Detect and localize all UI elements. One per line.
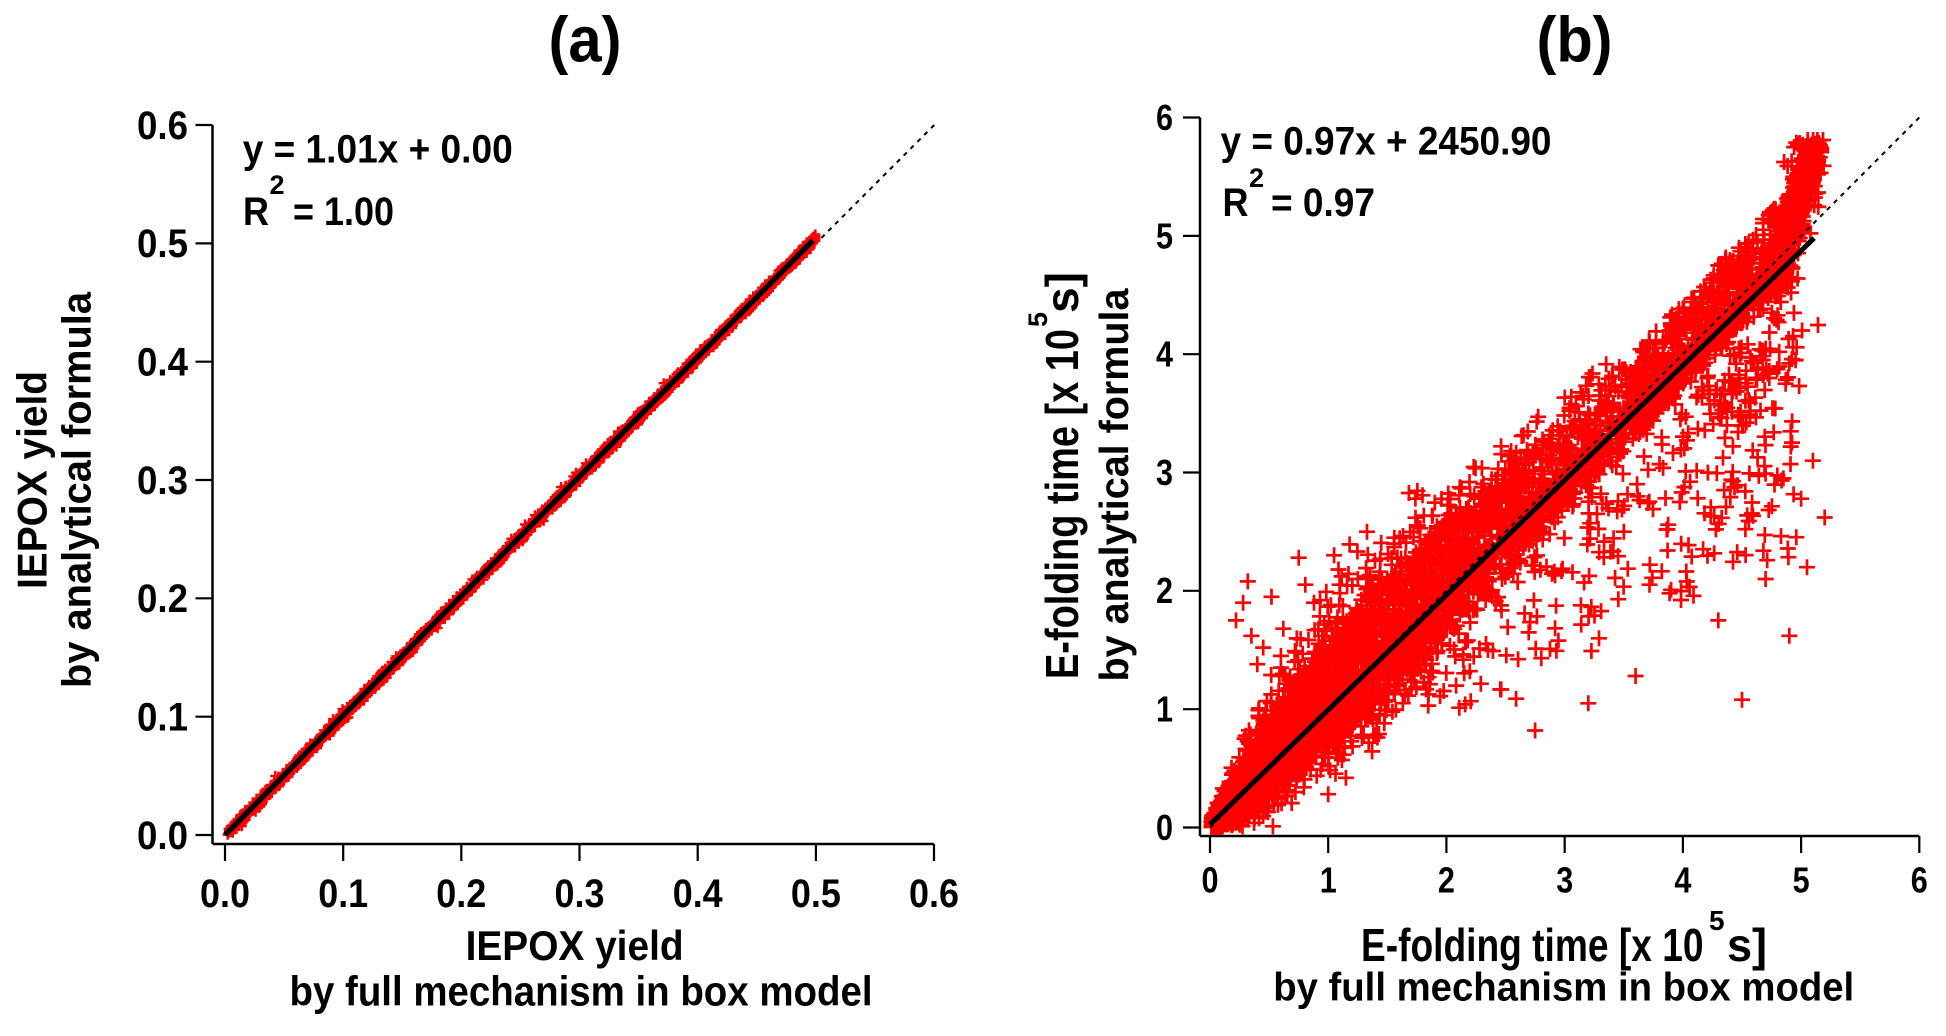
- svg-text:3: 3: [1156, 452, 1173, 493]
- svg-text:0.1: 0.1: [137, 696, 188, 740]
- svg-text:0.3: 0.3: [137, 459, 188, 503]
- svg-text:R: R: [243, 190, 269, 234]
- svg-text:1: 1: [1156, 689, 1173, 730]
- svg-text:5: 5: [1023, 312, 1053, 327]
- svg-text:0.4: 0.4: [673, 872, 724, 916]
- svg-text:0.0: 0.0: [137, 814, 188, 858]
- svg-text:0.5: 0.5: [791, 872, 841, 916]
- svg-text:E-folding time [x 10: E-folding time [x 10: [1361, 919, 1704, 971]
- svg-text:IEPOX yield: IEPOX yield: [9, 371, 56, 589]
- svg-text:0.1: 0.1: [318, 872, 368, 916]
- svg-text:5: 5: [1709, 905, 1725, 936]
- svg-text:0.2: 0.2: [137, 577, 188, 621]
- svg-text:2: 2: [1156, 570, 1173, 611]
- svg-text:y = 1.01x + 0.00: y = 1.01x + 0.00: [243, 128, 513, 172]
- svg-text:by full mechanism in box model: by full mechanism in box model: [1273, 965, 1854, 1009]
- svg-text:5: 5: [1793, 860, 1810, 901]
- svg-text:E-folding time [x 10: E-folding time [x 10: [1036, 329, 1088, 679]
- svg-text:2: 2: [1249, 163, 1264, 193]
- svg-text:(b): (b): [1537, 3, 1613, 75]
- svg-text:0.6: 0.6: [909, 872, 959, 916]
- svg-text:2: 2: [1438, 860, 1455, 901]
- svg-text:1: 1: [1320, 860, 1337, 901]
- svg-text:0.0: 0.0: [200, 872, 250, 916]
- svg-text:by full mechanism in box model: by full mechanism in box model: [290, 968, 873, 1015]
- svg-text:0: 0: [1202, 860, 1219, 901]
- svg-text:by analytical formula: by analytical formula: [54, 291, 100, 688]
- svg-text:0.4: 0.4: [137, 341, 189, 385]
- svg-text:y = 0.97x + 2450.90: y = 0.97x + 2450.90: [1221, 120, 1552, 164]
- svg-text:(a): (a): [549, 3, 622, 75]
- svg-text:4: 4: [1156, 334, 1173, 375]
- svg-text:IEPOX yield: IEPOX yield: [466, 922, 684, 969]
- svg-text:2: 2: [270, 170, 285, 200]
- svg-text:0.6: 0.6: [137, 104, 188, 148]
- svg-text:5: 5: [1156, 215, 1173, 256]
- svg-text:0.5: 0.5: [137, 222, 188, 266]
- svg-text:4: 4: [1674, 860, 1691, 901]
- svg-text:s]: s]: [1727, 919, 1767, 971]
- svg-text:3: 3: [1556, 860, 1573, 901]
- svg-text:R: R: [1223, 181, 1249, 225]
- svg-text:6: 6: [1911, 860, 1928, 901]
- svg-text:= 0.97: = 0.97: [1271, 181, 1375, 225]
- svg-text:6: 6: [1156, 97, 1173, 138]
- svg-text:= 1.00: = 1.00: [293, 190, 394, 234]
- svg-text:0.3: 0.3: [555, 872, 605, 916]
- svg-text:0: 0: [1156, 807, 1173, 848]
- svg-text:by analytical formula: by analytical formula: [1091, 287, 1137, 681]
- svg-text:0.2: 0.2: [436, 872, 486, 916]
- svg-text:s]: s]: [1036, 272, 1088, 313]
